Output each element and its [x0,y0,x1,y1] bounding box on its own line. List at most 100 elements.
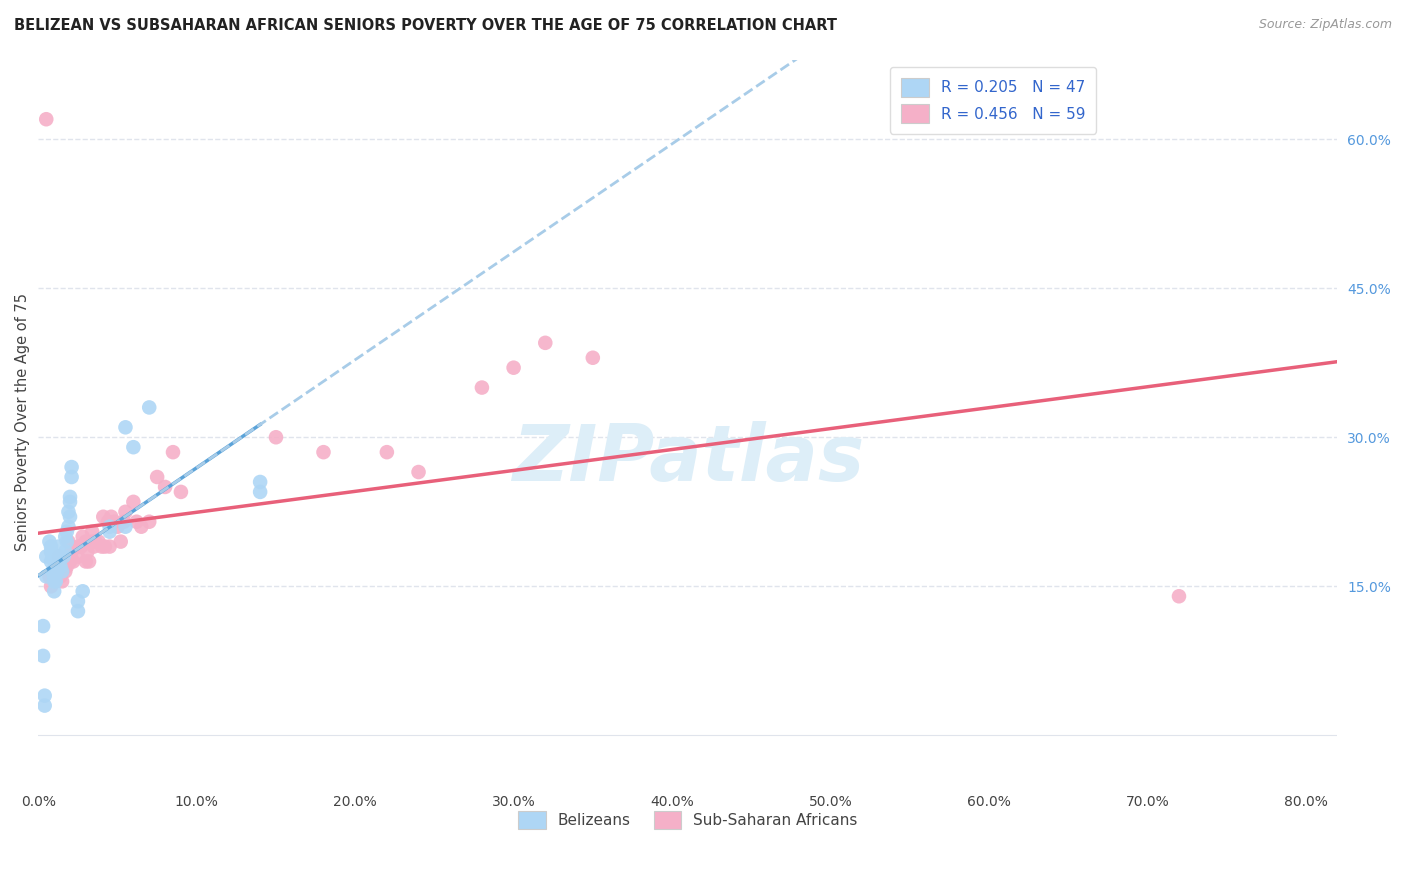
Point [66,540,89,554]
Point [90,540,112,554]
Point [48,549,70,564]
Point [70,540,93,554]
Point [58,505,80,519]
Point [75,534,97,549]
Point [146,470,169,484]
Point [131,519,153,533]
Point [51,574,73,589]
Point [60,460,83,475]
Point [56,559,79,574]
Point [312,445,335,459]
Point [39,579,62,593]
Point [72,584,94,599]
Point [51,554,73,568]
Point [45,574,67,589]
Point [249,475,271,489]
Point [41,549,63,564]
Point [94,540,117,554]
Point [39,554,62,568]
Point [110,534,132,549]
Text: Source: ZipAtlas.com: Source: ZipAtlas.com [1258,18,1392,31]
Point [107,519,129,533]
Point [98,524,121,539]
Point [91,509,114,524]
Point [75,554,97,568]
Point [502,360,524,375]
Point [52,549,75,564]
Point [82,524,104,539]
Point [39,540,62,554]
Point [53,544,76,558]
Point [125,515,148,529]
Point [49,559,72,574]
Point [249,484,271,499]
Text: ZIPatlas: ZIPatlas [512,421,865,497]
Point [35,112,58,127]
Point [38,569,60,583]
Point [46,559,69,574]
Point [582,351,605,365]
Point [153,480,176,494]
Point [122,440,145,454]
Point [51,565,73,579]
Point [44,569,66,583]
Legend: Belizeans, Sub-Saharan Africans: Belizeans, Sub-Saharan Africans [512,805,863,836]
Point [534,335,557,350]
Point [44,554,66,568]
Point [32,648,55,663]
Point [97,515,120,529]
Point [77,554,100,568]
Text: BELIZEAN VS SUBSAHARAN AFRICAN SENIORS POVERTY OVER THE AGE OF 75 CORRELATION CH: BELIZEAN VS SUBSAHARAN AFRICAN SENIORS P… [14,18,837,33]
Point [59,509,82,524]
Point [76,544,98,558]
Point [45,559,67,574]
Point [53,530,76,544]
Point [52,559,75,574]
Point [408,465,430,479]
Point [72,530,94,544]
Point [1168,589,1191,603]
Point [100,509,122,524]
Point [138,401,160,415]
Point [59,490,82,504]
Point [34,689,56,703]
Point [48,554,70,568]
Point [83,540,105,554]
Point [59,549,82,564]
Y-axis label: Seniors Poverty Over the Age of 75: Seniors Poverty Over the Age of 75 [15,293,30,551]
Point [59,554,82,568]
Point [32,619,55,633]
Point [138,515,160,529]
Point [46,565,69,579]
Point [264,430,287,444]
Point [39,544,62,558]
Point [58,534,80,549]
Point [44,569,66,583]
Point [35,549,58,564]
Point [122,495,145,509]
Point [56,534,79,549]
Point [82,534,104,549]
Point [103,515,125,529]
Point [34,698,56,713]
Point [58,519,80,533]
Point [53,565,76,579]
Point [170,484,193,499]
Point [162,445,184,459]
Point [84,534,107,549]
Point [87,534,110,549]
Point [60,544,83,558]
Point [66,549,89,564]
Point [62,554,84,568]
Point [114,420,136,434]
Point [66,604,89,618]
Point [66,594,89,608]
Point [46,549,69,564]
Point [60,470,83,484]
Point [114,519,136,533]
Point [114,505,136,519]
Point [112,515,135,529]
Point [48,540,70,554]
Point [41,565,63,579]
Point [471,380,494,394]
